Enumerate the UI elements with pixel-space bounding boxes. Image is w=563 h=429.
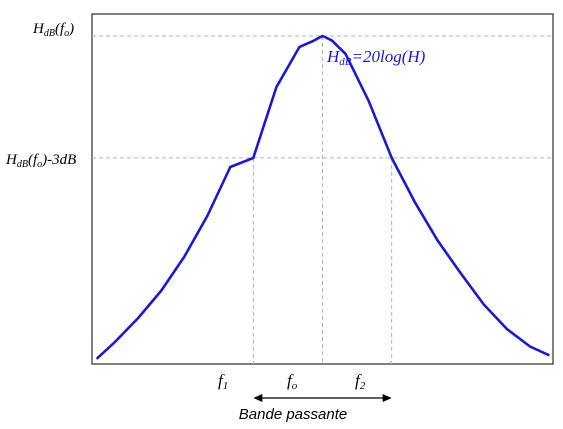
frequency-response-curve [96,34,550,360]
bandwidth-arrow [253,394,392,402]
curve-label-rest: =20log(H) [352,47,426,66]
plot-frame [91,13,554,365]
x-tick-f1: f1 [218,371,228,392]
curve-label: HdB=20log(H) [326,47,426,68]
curve-label-sub: dB [339,56,352,68]
bandwidth-arrow-head-right [382,394,392,402]
y-tick-cut: HdB(fo)-3dB [5,152,76,170]
x-tick-f2: f2 [355,371,366,392]
curve-label-main: H [326,47,341,66]
guide-lines [92,35,553,364]
y-tick-peak: HdB(fo) [32,21,74,39]
bandwidth-label: Bande passante [239,406,347,423]
x-tick-fo: fo [287,371,298,392]
bandwidth-arrow-head-left [253,394,263,402]
